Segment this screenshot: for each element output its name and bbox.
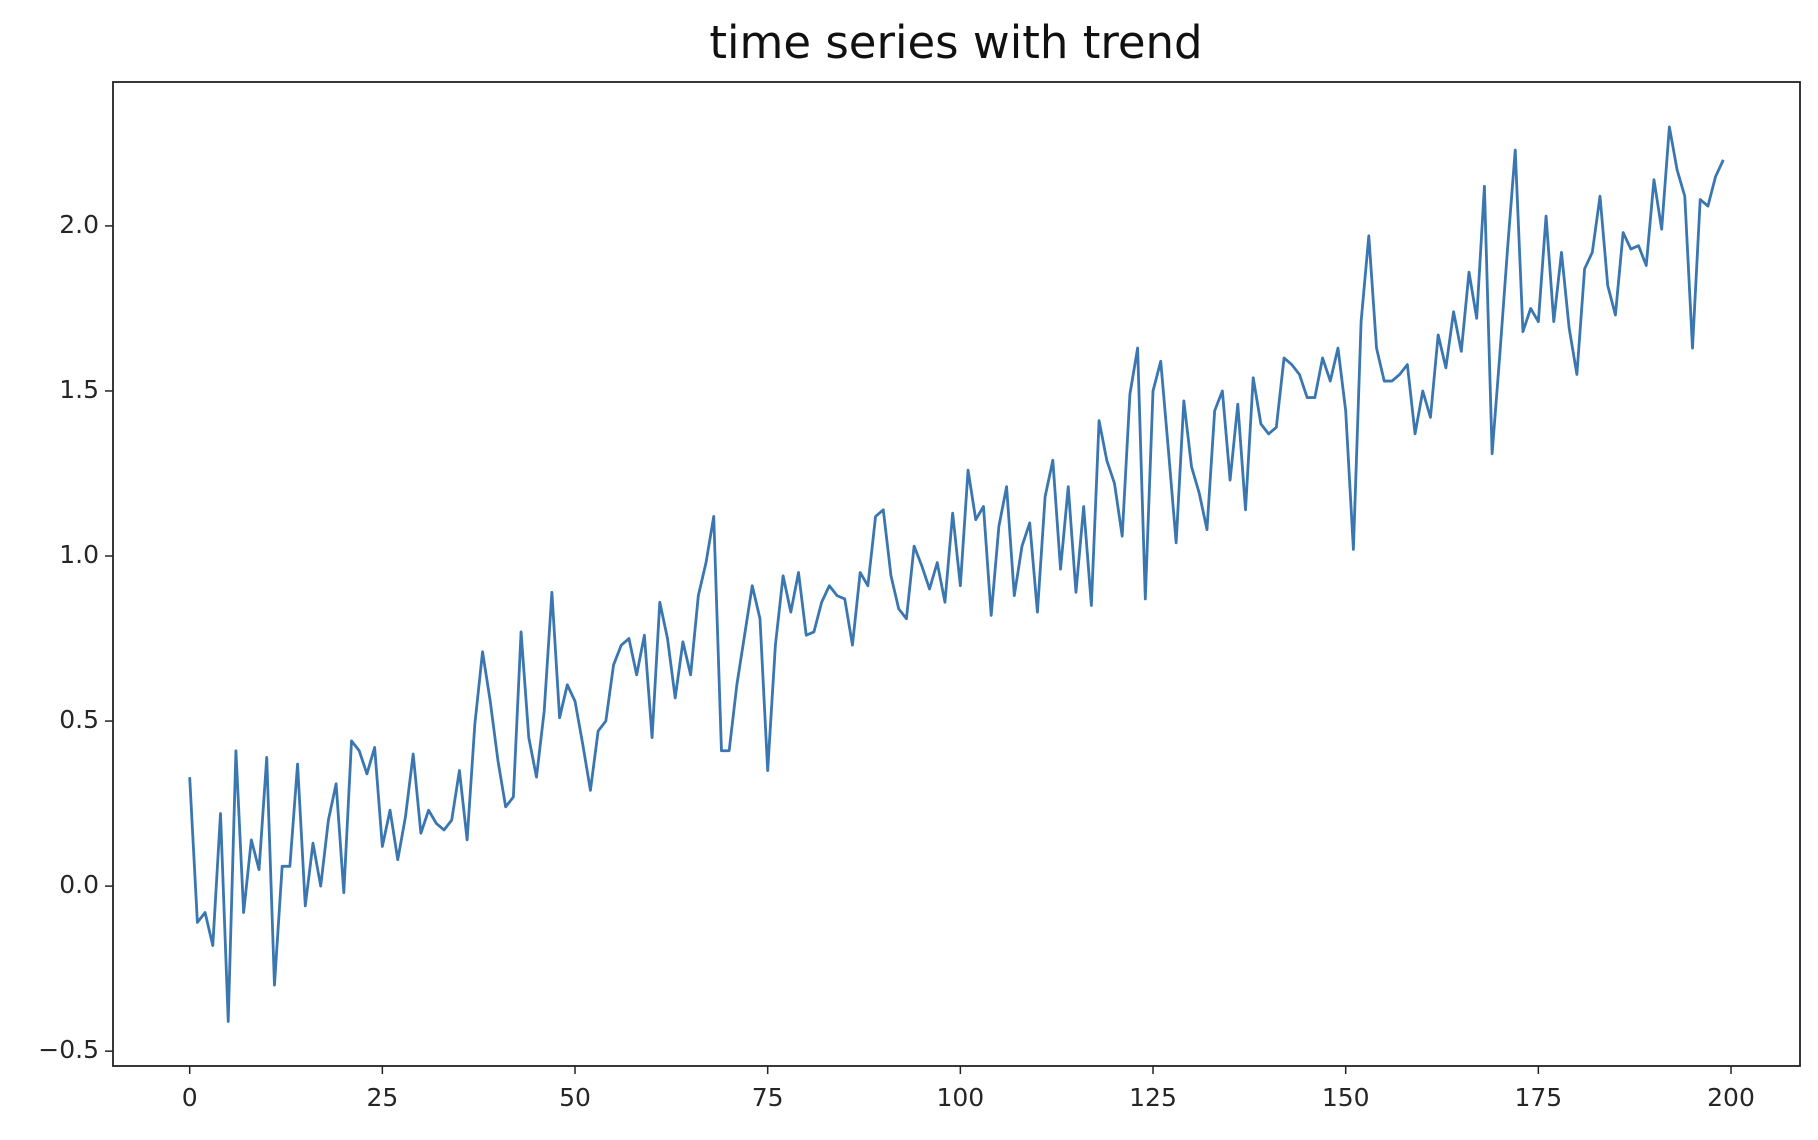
x-tick-label: 50	[559, 1083, 591, 1112]
series-line	[188, 125, 1725, 1023]
y-tick-label: 1.0	[59, 540, 99, 569]
chart-title: time series with trend	[709, 16, 1202, 69]
x-tick-label: 25	[366, 1083, 398, 1112]
y-tick-label: 1.5	[59, 375, 99, 404]
x-tick-label: 75	[752, 1083, 784, 1112]
plot-frame	[112, 81, 1801, 1067]
y-tick-label: −0.5	[38, 1035, 99, 1064]
y-tick-label: 0.0	[59, 870, 99, 899]
x-tick-label: 0	[182, 1083, 198, 1112]
x-tick-label: 150	[1322, 1083, 1370, 1112]
x-tick-label: 175	[1514, 1083, 1562, 1112]
y-tick-label: 0.5	[59, 705, 99, 734]
y-tick-label: 2.0	[59, 210, 99, 239]
x-tick-label: 125	[1129, 1083, 1177, 1112]
x-tick-label: 100	[936, 1083, 984, 1112]
x-tick-label: 200	[1707, 1083, 1755, 1112]
